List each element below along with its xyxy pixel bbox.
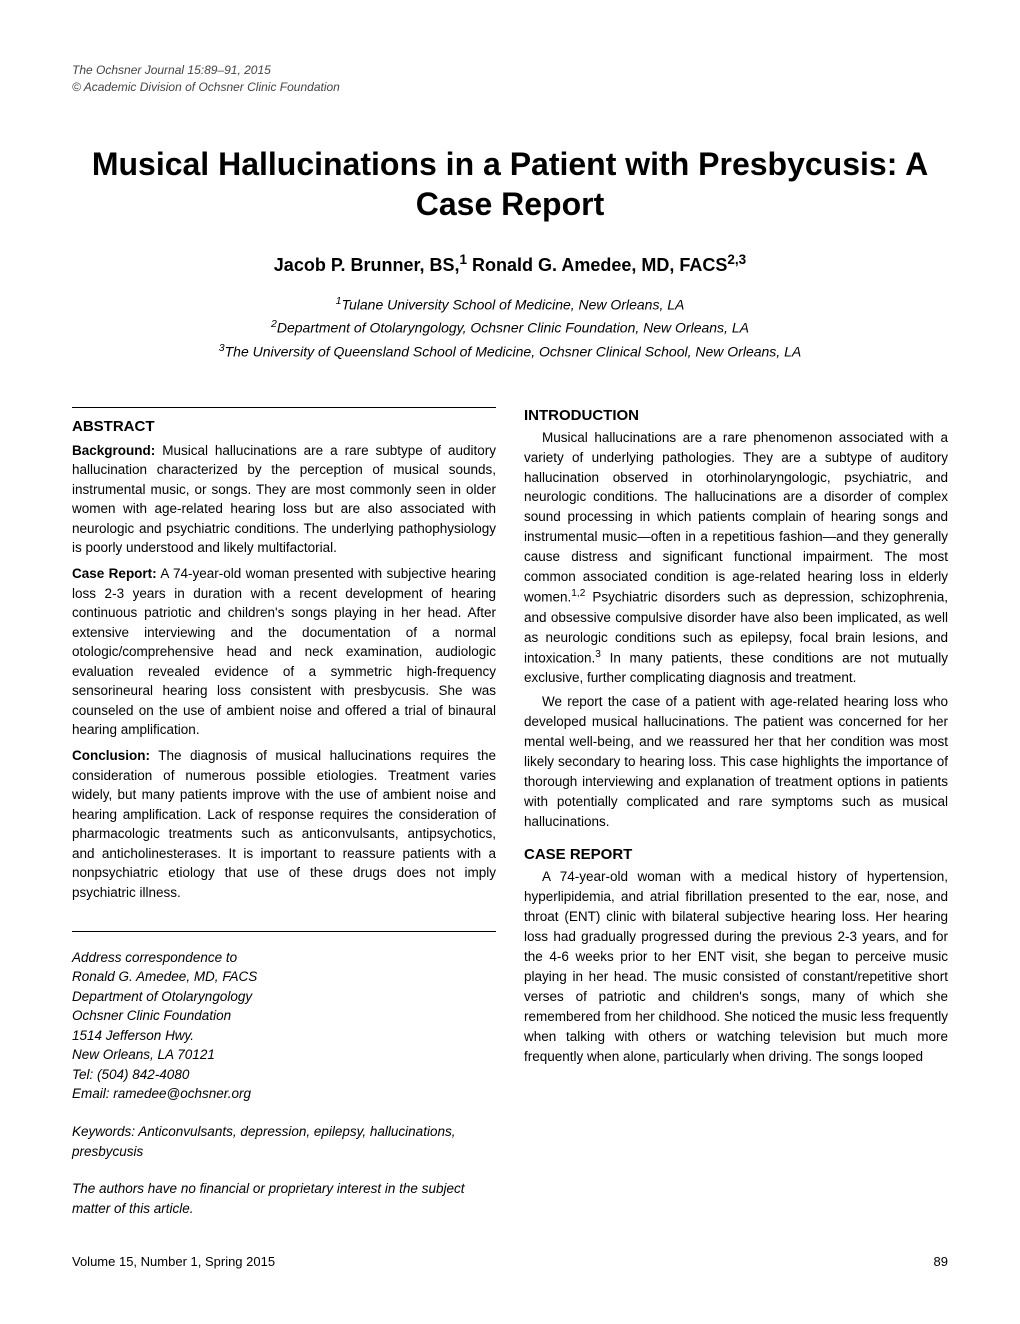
affiliation-1: 1Tulane University School of Medicine, N… xyxy=(72,294,948,316)
affiliations: 1Tulane University School of Medicine, N… xyxy=(72,294,948,363)
case-label: Case Report: xyxy=(72,566,157,581)
background-label: Background: xyxy=(72,443,155,458)
footer-left: Volume 15, Number 1, Spring 2015 xyxy=(72,1254,275,1269)
corr-line: Ronald G. Amedee, MD, FACS xyxy=(72,967,496,987)
corr-line: Tel: (504) 842-4080 xyxy=(72,1065,496,1085)
abstract: ABSTRACT Background: Musical hallucinati… xyxy=(72,418,496,903)
conclusion-text: The diagnosis of musical hallucinations … xyxy=(72,748,496,900)
journal-header: The Ochsner Journal 15:89–91, 2015 © Aca… xyxy=(72,62,948,96)
corr-line: New Orleans, LA 70121 xyxy=(72,1045,496,1065)
abstract-heading: ABSTRACT xyxy=(72,418,496,435)
disclosure: The authors have no financial or proprie… xyxy=(72,1179,496,1218)
journal-copyright: © Academic Division of Ochsner Clinic Fo… xyxy=(72,79,948,96)
correspondence: Address correspondence to Ronald G. Amed… xyxy=(72,948,496,1105)
introduction-section: INTRODUCTION Musical hallucinations are … xyxy=(524,407,948,832)
corr-line: Address correspondence to xyxy=(72,948,496,968)
case-report-heading: CASE REPORT xyxy=(524,846,948,863)
corr-line: Ochsner Clinic Foundation xyxy=(72,1006,496,1026)
corr-line: Email: ramedee@ochsner.org xyxy=(72,1084,496,1104)
corr-line: Department of Otolaryngology xyxy=(72,987,496,1007)
left-column: ABSTRACT Background: Musical hallucinati… xyxy=(72,407,496,1219)
abstract-conclusion: Conclusion: The diagnosis of musical hal… xyxy=(72,746,496,903)
article-title: Musical Hallucinations in a Patient with… xyxy=(72,144,948,224)
keywords: Keywords: Anticonvulsants, depression, e… xyxy=(72,1122,496,1161)
case-text: A 74-year-old woman presented with subje… xyxy=(72,566,496,738)
rule xyxy=(72,931,496,932)
right-column: INTRODUCTION Musical hallucinations are … xyxy=(524,407,948,1219)
affiliation-3: 3The University of Queensland School of … xyxy=(72,341,948,363)
page-footer: Volume 15, Number 1, Spring 2015 89 xyxy=(72,1254,948,1269)
background-text: Musical hallucinations are a rare subtyp… xyxy=(72,443,496,556)
footer-page-number: 89 xyxy=(934,1254,948,1269)
affiliation-2: 2Department of Otolaryngology, Ochsner C… xyxy=(72,317,948,339)
journal-citation: The Ochsner Journal 15:89–91, 2015 xyxy=(72,62,948,79)
abstract-background: Background: Musical hallucinations are a… xyxy=(72,441,496,558)
conclusion-label: Conclusion: xyxy=(72,748,150,763)
authors: Jacob P. Brunner, BS,1 Ronald G. Amedee,… xyxy=(72,252,948,276)
abstract-case-report: Case Report: A 74-year-old woman present… xyxy=(72,564,496,740)
rule xyxy=(72,407,496,408)
intro-p2: We report the case of a patient with age… xyxy=(524,692,948,832)
case-p1: A 74-year-old woman with a medical histo… xyxy=(524,867,948,1067)
corr-line: 1514 Jefferson Hwy. xyxy=(72,1026,496,1046)
introduction-heading: INTRODUCTION xyxy=(524,407,948,424)
case-report-section: CASE REPORT A 74-year-old woman with a m… xyxy=(524,846,948,1067)
intro-p1: Musical hallucinations are a rare phenom… xyxy=(524,428,948,689)
